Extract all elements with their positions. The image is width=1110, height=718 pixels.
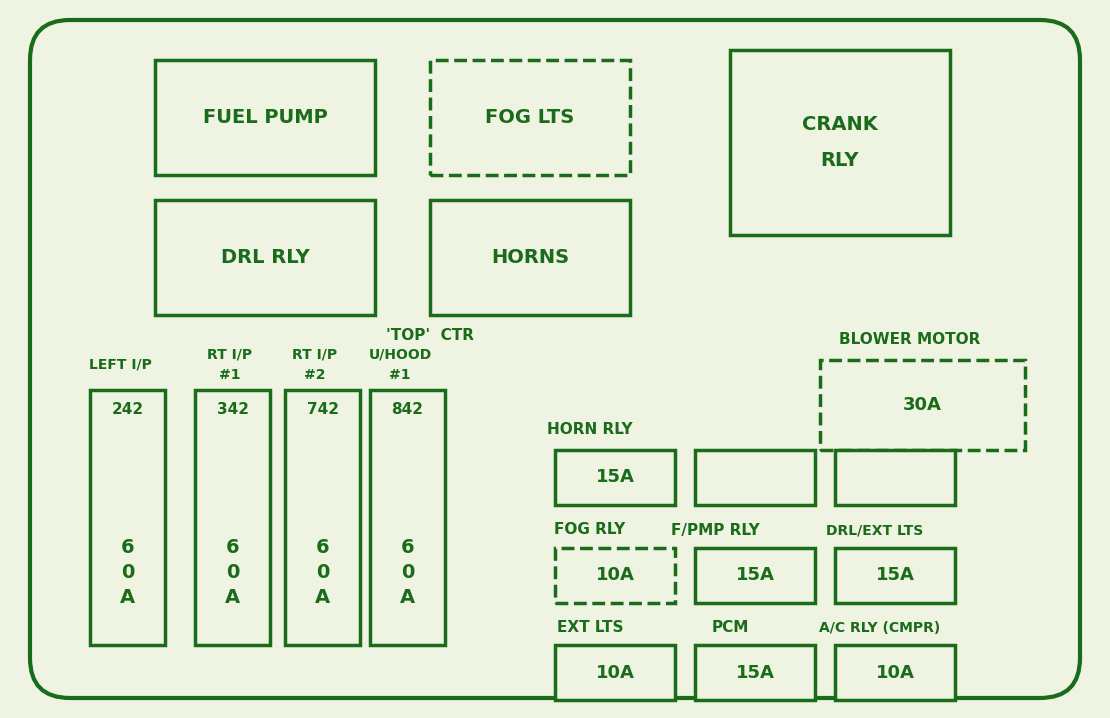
Text: 'TOP'  CTR: 'TOP' CTR [386,327,474,342]
Text: #1: #1 [220,368,241,382]
Text: 0: 0 [316,563,330,582]
Text: DRL/EXT LTS: DRL/EXT LTS [826,523,924,537]
Bar [695,548,815,603]
Text: PCM: PCM [712,620,748,635]
Bar [285,390,360,645]
Bar [430,60,630,175]
Text: CRANK: CRANK [803,115,878,134]
Text: 342: 342 [216,403,249,417]
Text: 10A: 10A [596,663,635,681]
Bar [835,548,955,603]
Bar [555,450,675,505]
Bar [195,390,270,645]
Text: A: A [120,588,135,607]
Bar [430,200,630,315]
Bar [90,390,165,645]
Text: #1: #1 [390,368,411,382]
Text: 10A: 10A [596,567,635,584]
Text: 15A: 15A [876,567,915,584]
Bar [820,360,1025,450]
Bar [695,450,815,505]
Bar [155,60,375,175]
Text: 30A: 30A [904,396,942,414]
Text: 742: 742 [306,403,339,417]
Text: 6: 6 [401,538,414,557]
Bar [555,645,675,700]
Text: 15A: 15A [736,663,775,681]
Text: A/C RLY (CMPR): A/C RLY (CMPR) [819,621,940,635]
Text: 0: 0 [225,563,239,582]
Bar [370,390,445,645]
Text: 6: 6 [225,538,240,557]
Text: HORN RLY: HORN RLY [547,422,633,437]
Text: U/HOOD: U/HOOD [369,348,432,362]
Text: 0: 0 [401,563,414,582]
FancyBboxPatch shape [30,20,1080,698]
Bar [155,200,375,315]
Text: HORNS: HORNS [491,248,569,267]
Bar [835,450,955,505]
Bar [695,645,815,700]
Text: 15A: 15A [596,469,635,487]
Text: DRL RLY: DRL RLY [221,248,310,267]
Text: 6: 6 [121,538,134,557]
Text: EXT LTS: EXT LTS [557,620,623,635]
Text: BLOWER MOTOR: BLOWER MOTOR [839,332,981,348]
Text: A: A [315,588,330,607]
Text: RT I/P: RT I/P [208,348,253,362]
Text: 842: 842 [392,403,424,417]
Text: A: A [400,588,415,607]
Text: 242: 242 [111,403,143,417]
Text: 10A: 10A [876,663,915,681]
Text: RLY: RLY [820,151,859,170]
Text: 15A: 15A [736,567,775,584]
Text: A: A [225,588,240,607]
Text: 6: 6 [315,538,330,557]
Text: FUEL PUMP: FUEL PUMP [203,108,327,127]
Text: 0: 0 [121,563,134,582]
Bar [730,50,950,235]
Bar [835,645,955,700]
Text: #2: #2 [304,368,325,382]
Bar [555,548,675,603]
Text: FOG RLY: FOG RLY [554,523,626,538]
Text: FOG LTS: FOG LTS [485,108,575,127]
Text: LEFT I/P: LEFT I/P [89,358,151,372]
Text: RT I/P: RT I/P [292,348,337,362]
Text: F/PMP RLY: F/PMP RLY [670,523,759,538]
